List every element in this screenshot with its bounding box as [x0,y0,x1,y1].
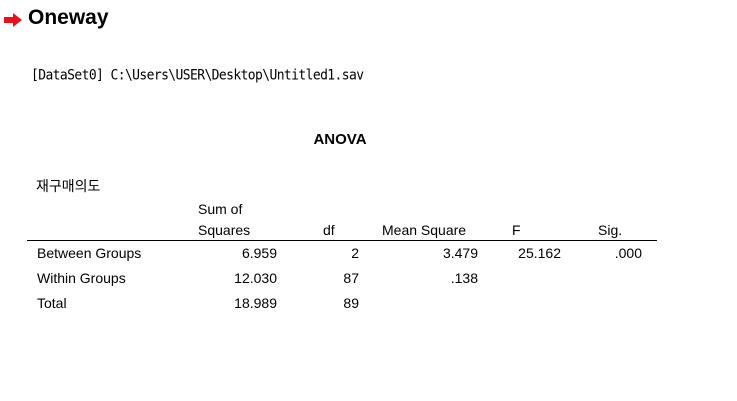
table-title: ANOVA [313,131,367,148]
cell-ss: 12.030 [234,270,277,286]
cell-df: 2 [351,245,359,261]
cell-ss: 18.989 [234,295,277,311]
header-df: df [323,222,335,238]
cell-label: Total [37,295,67,311]
cell-ms: .138 [450,270,478,286]
cell-sig: .000 [614,245,642,261]
cell-label: Within Groups [37,270,126,286]
header-sig: Sig. [598,222,623,238]
cell-df: 87 [343,270,359,286]
cell-df: 89 [343,295,359,311]
header-ss-line1: Sum of [198,201,243,217]
header-mean-square: Mean Square [382,222,467,238]
cell-f: 25.162 [518,245,561,261]
page-title: Oneway [28,6,109,29]
cell-ms: 3.479 [442,245,478,261]
header-ss-line2: Squares [198,222,251,238]
header-divider [27,240,657,241]
cell-label: Between Groups [37,245,142,261]
header-f: F [512,222,521,238]
cell-ss: 6.959 [241,245,277,261]
red-arrow-right-icon [4,13,22,27]
dataset-path: [DataSet0] C:\Users\USER\Desktop\Untitle… [31,67,364,84]
dependent-variable-label: 재구매의도 [36,178,101,194]
